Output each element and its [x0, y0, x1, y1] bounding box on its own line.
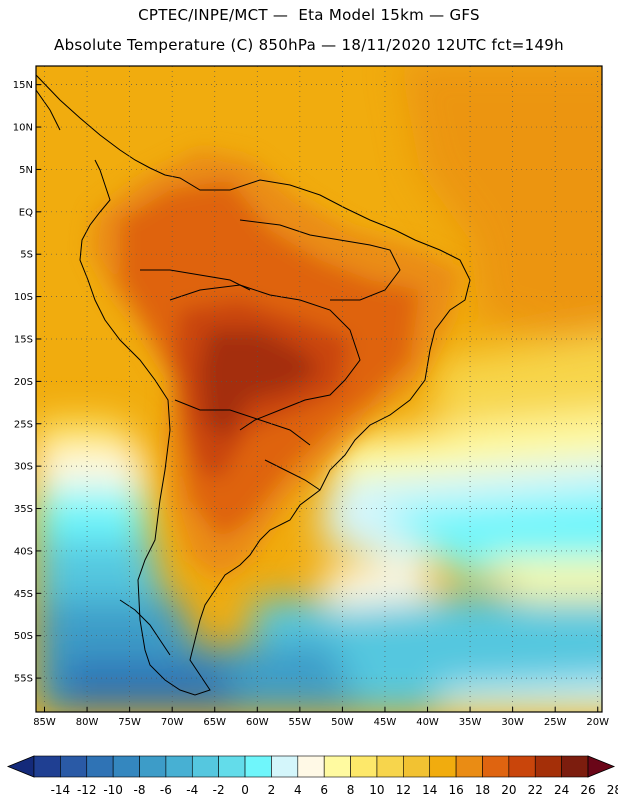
lat-tick-label: 5N — [19, 165, 33, 176]
colorbar-tick-label: 16 — [448, 783, 463, 797]
temperature-field — [36, 66, 602, 712]
colorbar-tick-label: 28 — [607, 783, 618, 797]
lat-tick-label: 10S — [14, 292, 33, 303]
colorbar-swatch — [139, 755, 167, 778]
colorbar-swatch — [112, 755, 140, 778]
lat-tick-label: 5S — [20, 250, 33, 261]
colorbar-tick-label: 24 — [554, 783, 569, 797]
colorbar-tick-label: 4 — [294, 783, 302, 797]
latitude-labels: 15N 10N 5N EQ 5S 10S 15S 20S 25S 30S 35S 40S 45S 50S 5… — [13, 80, 41, 685]
colorbar-swatch — [218, 755, 246, 778]
lon-tick-label: 45W — [374, 717, 397, 728]
lon-tick-label: 35W — [459, 717, 482, 728]
colorbar-swatch — [403, 755, 431, 778]
lat-tick-label: 15N — [13, 80, 33, 91]
colorbar-tick-label: -8 — [134, 783, 146, 797]
lon-tick-label: 65W — [203, 717, 226, 728]
colorbar-tick-label: 22 — [528, 783, 543, 797]
lat-tick-label: 45S — [14, 589, 33, 600]
lon-tick-label: 75W — [118, 717, 141, 728]
colorbar-swatch — [508, 755, 536, 778]
lat-tick-label: 25S — [14, 419, 33, 430]
colorbar-tick-label: -6 — [160, 783, 172, 797]
lat-tick-label: EQ — [19, 207, 33, 218]
colorbar-tick-label: -4 — [186, 783, 198, 797]
colorbar-tick-label: -14 — [51, 783, 71, 797]
colorbar-tick-label: 10 — [369, 783, 384, 797]
longitude-labels: 85W 80W 75W 70W 65W 60W 55W 50W 45W 40W 35W 30W 25W 2… — [33, 707, 609, 728]
coastlines — [36, 74, 471, 696]
lon-tick-label: 80W — [76, 717, 99, 728]
lat-tick-label: 40S — [14, 546, 33, 557]
lon-tick-label: 25W — [544, 717, 567, 728]
lon-tick-label: 85W — [33, 717, 56, 728]
lat-tick-label: 20S — [14, 377, 33, 388]
colorbar — [6, 755, 616, 778]
lon-tick-label: 50W — [331, 717, 354, 728]
plot-frame — [35, 65, 603, 713]
colorbar-swatch — [429, 755, 457, 778]
lat-tick-label: 55S — [14, 674, 33, 685]
map-title-line1: CPTEC/INPE/MCT — Eta Model 15km — GFS — [138, 6, 480, 24]
colorbar-swatch — [323, 755, 351, 778]
colorbar-tick-label: -2 — [213, 783, 225, 797]
colorbar-swatch — [271, 755, 299, 778]
lon-tick-label: 60W — [246, 717, 269, 728]
colorbar-tick-label: 6 — [320, 783, 328, 797]
lat-tick-label: 30S — [14, 462, 33, 473]
colorbar-swatch — [33, 755, 61, 778]
colorbar-tick-label: -10 — [103, 783, 123, 797]
colorbar-swatch — [482, 755, 510, 778]
colorbar-tick-label: 14 — [422, 783, 437, 797]
colorbar-labels: -14 -12 -10 -8 -6 -4 -2 0 2 4 6 8 10 12 14 16 18 20 22 24 26… — [51, 783, 618, 797]
colorbar-swatch — [561, 755, 589, 778]
lat-tick-label: 10N — [13, 123, 33, 134]
colorbar-tick-label: -12 — [77, 783, 97, 797]
colorbar-tick-label: 12 — [396, 783, 411, 797]
lon-tick-label: 20W — [586, 717, 609, 728]
colorbar-tick-label: 2 — [268, 783, 276, 797]
lat-tick-label: 35S — [14, 504, 33, 515]
colorbar-tick-label: 20 — [501, 783, 516, 797]
map-title-line2: Absolute Temperature (C) 850hPa — 18/11/… — [54, 36, 564, 54]
lon-tick-label: 40W — [416, 717, 439, 728]
colorbar-tick-label: 8 — [347, 783, 355, 797]
colorbar-tick-label: 0 — [241, 783, 249, 797]
lat-tick-label: 50S — [14, 631, 33, 642]
lon-tick-label: 70W — [161, 717, 184, 728]
lon-tick-label: 30W — [501, 717, 524, 728]
colorbar-swatch — [455, 755, 483, 778]
colorbar-high-cap — [587, 755, 616, 778]
colorbar-swatch — [376, 755, 404, 778]
colorbar-swatch — [350, 755, 378, 778]
lat-tick-label: 15S — [14, 334, 33, 345]
colorbar-low-cap — [6, 755, 35, 778]
colorbar-swatch — [297, 755, 325, 778]
colorbar-swatch — [165, 755, 193, 778]
colorbar-swatch — [191, 755, 219, 778]
lon-tick-label: 55W — [289, 717, 312, 728]
colorbar-swatch — [60, 755, 88, 778]
colorbar-swatch — [534, 755, 562, 778]
colorbar-tick-label: 26 — [580, 783, 595, 797]
colorbar-swatch — [86, 755, 114, 778]
colorbar-swatch — [244, 755, 272, 778]
colorbar-tick-label: 18 — [475, 783, 490, 797]
